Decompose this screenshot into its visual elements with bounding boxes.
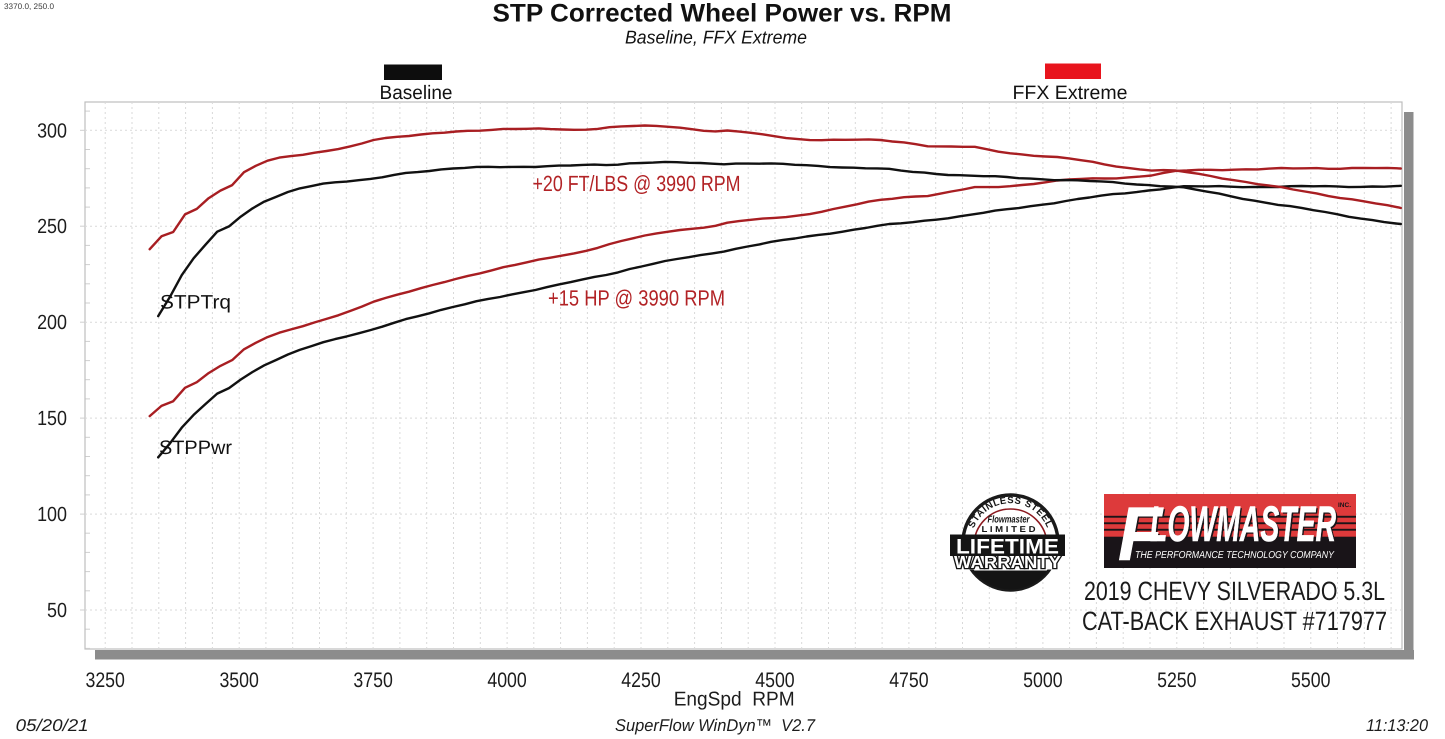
svg-text:2019 CHEVY SILVERADO 5.3L: 2019 CHEVY SILVERADO 5.3L	[1084, 576, 1385, 606]
svg-text:Baseline, FFX Extreme: Baseline, FFX Extreme	[625, 27, 807, 48]
svg-text:LOWMASTER: LOWMASTER	[1150, 496, 1336, 552]
svg-text:3250: 3250	[85, 669, 124, 692]
svg-text:+20 FT/LBS @ 3990 RPM: +20 FT/LBS @ 3990 RPM	[533, 171, 741, 196]
svg-text:SuperFlow WinDyn™ V2.7: SuperFlow WinDyn™ V2.7	[615, 716, 816, 735]
svg-text:4750: 4750	[889, 669, 928, 692]
svg-text:4500: 4500	[755, 669, 794, 692]
svg-text:300: 300	[37, 119, 67, 142]
svg-text:150: 150	[37, 407, 67, 430]
svg-text:4000: 4000	[487, 669, 526, 692]
svg-text:F: F	[1120, 493, 1166, 578]
svg-text:STPPwr: STPPwr	[159, 437, 233, 459]
svg-text:4250: 4250	[621, 669, 660, 692]
svg-text:THE PERFORMANCE TECHNOLOGY COM: THE PERFORMANCE TECHNOLOGY COMPANY	[1135, 550, 1335, 561]
svg-text:EngSpd RPM: EngSpd RPM	[674, 689, 795, 711]
svg-text:5000: 5000	[1023, 669, 1062, 692]
svg-text:200: 200	[37, 311, 67, 334]
svg-text:L I M I T E D: L I M I T E D	[982, 524, 1036, 534]
svg-text:3500: 3500	[219, 669, 258, 692]
svg-text:CAT-BACK EXHAUST #717977: CAT-BACK EXHAUST #717977	[1082, 606, 1387, 636]
svg-text:STPTrq: STPTrq	[160, 292, 231, 314]
svg-text:11:13:20: 11:13:20	[1366, 716, 1429, 735]
svg-text:+15 HP @ 3990 RPM: +15 HP @ 3990 RPM	[548, 286, 725, 311]
svg-text:F: F	[1118, 492, 1164, 577]
svg-text:WARRANTY: WARRANTY	[954, 552, 1061, 572]
svg-text:05/20/21: 05/20/21	[16, 716, 89, 735]
svg-text:Flowmaster: Flowmaster	[988, 515, 1031, 526]
svg-text:LIFETIME: LIFETIME	[956, 536, 1059, 559]
svg-text:5250: 5250	[1157, 669, 1196, 692]
svg-text:STP Corrected Wheel Power vs.: STP Corrected Wheel Power vs. RPM	[493, 0, 952, 28]
svg-text:250: 250	[37, 215, 67, 238]
svg-text:100: 100	[37, 503, 67, 526]
svg-text:Baseline: Baseline	[380, 82, 453, 104]
svg-text:3750: 3750	[353, 669, 392, 692]
svg-text:INC.: INC.	[1338, 502, 1351, 509]
svg-text:FFX Extreme: FFX Extreme	[1013, 82, 1128, 104]
svg-text:5500: 5500	[1291, 669, 1330, 692]
svg-text:3370.0, 250.0: 3370.0, 250.0	[4, 2, 55, 11]
svg-text:LOWMASTER: LOWMASTER	[1152, 497, 1338, 553]
svg-text:50: 50	[47, 599, 67, 622]
